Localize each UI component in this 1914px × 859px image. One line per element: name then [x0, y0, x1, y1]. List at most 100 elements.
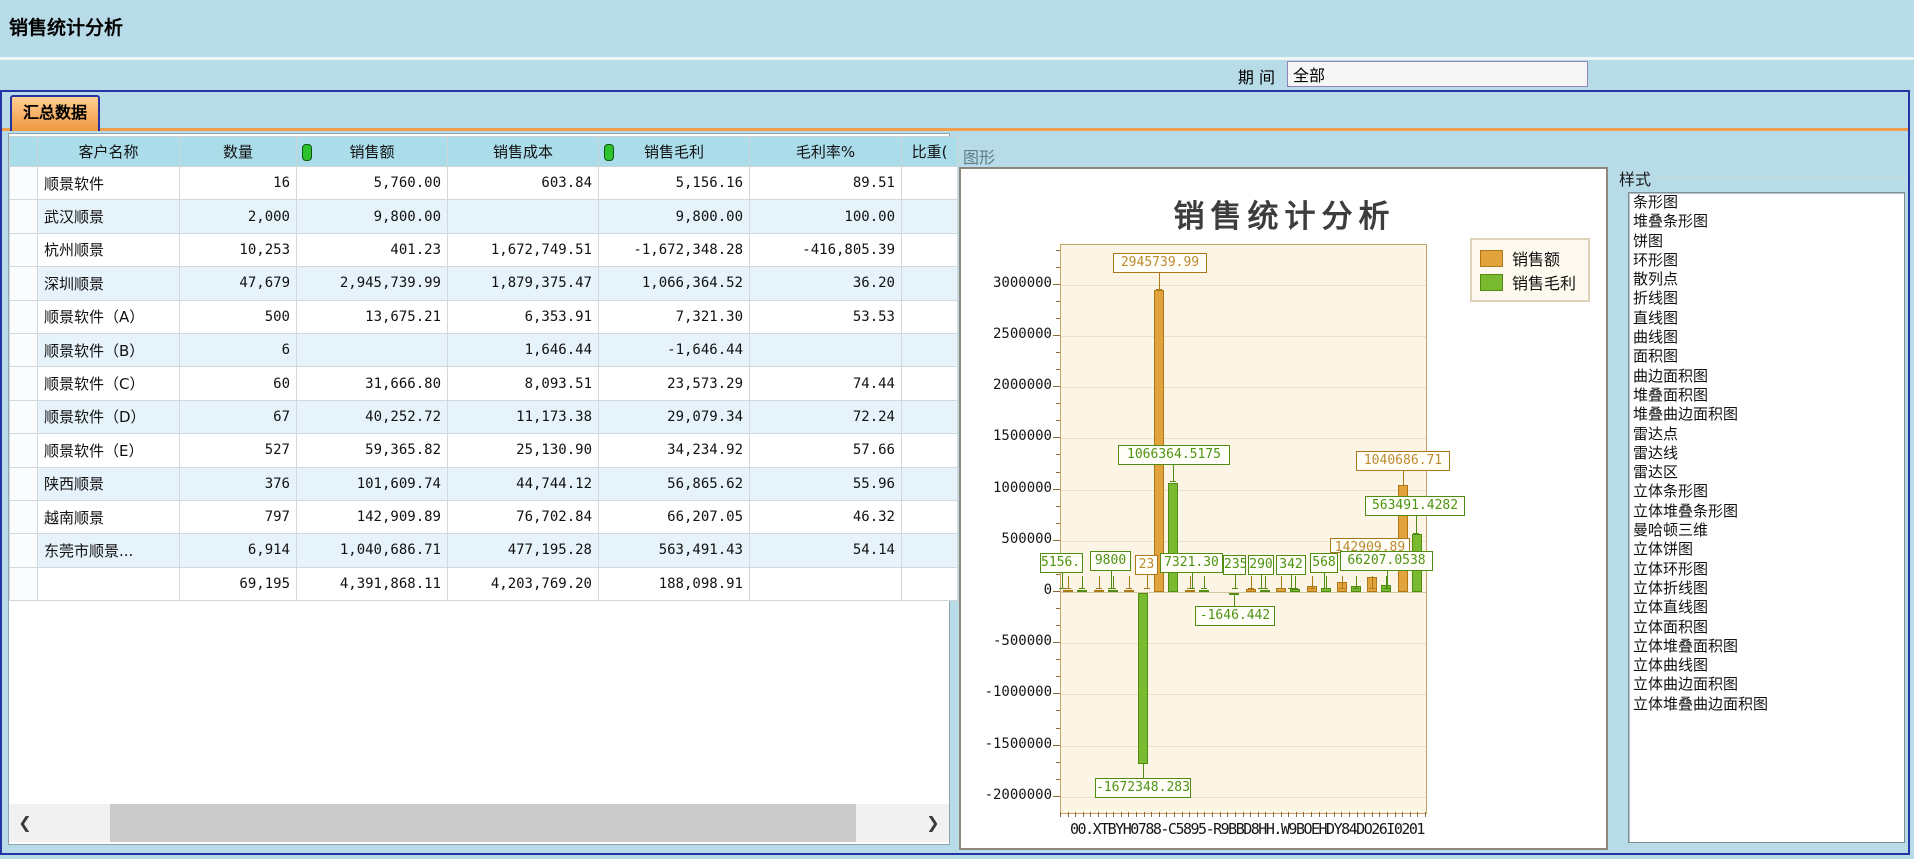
- style-option[interactable]: 面积图: [1633, 347, 1679, 366]
- style-option[interactable]: 立体条形图: [1633, 482, 1709, 501]
- grid-cell: 武汉顺景: [37, 199, 180, 234]
- grid-cell: 5,156.16: [598, 165, 750, 201]
- style-option[interactable]: 立体直线图: [1633, 598, 1709, 617]
- style-option[interactable]: 雷达区: [1633, 463, 1679, 482]
- table-row[interactable]: 顺景软件 16 5,760.00 603.84 5,156.16 89.51: [9, 165, 958, 201]
- table-row[interactable]: 顺景软件（E） 527 59,365.82 25,130.90 34,234.92 57.…: [9, 433, 958, 468]
- style-option[interactable]: 条形图: [1633, 193, 1679, 211]
- x-axis-tick: [1196, 812, 1198, 817]
- y-axis-major-tick: [1053, 386, 1060, 388]
- grid-body: 顺景软件 16 5,760.00 603.84 5,156.16 89.51 武汉顺景 2,0…: [9, 165, 958, 602]
- style-option[interactable]: 立体曲边面积图: [1633, 675, 1739, 694]
- bar-sales: [1184, 590, 1195, 592]
- label-connector-cap: [1258, 588, 1264, 589]
- grid-cell: 563,491.43: [598, 533, 750, 568]
- row-header-cell: [9, 165, 38, 201]
- titlebar-separator: [0, 57, 1914, 60]
- column-header[interactable]: 毛利率%: [749, 136, 902, 167]
- style-option[interactable]: 雷达点: [1633, 424, 1679, 443]
- row-header-cell: [9, 466, 38, 501]
- column-header[interactable]: 销售毛利: [598, 136, 750, 167]
- x-axis-tick: [1250, 812, 1252, 817]
- gridline: [1061, 643, 1426, 645]
- scrollbar-thumb[interactable]: [110, 804, 856, 842]
- legend-swatch-sales: [1480, 249, 1503, 267]
- column-header[interactable]: 数量: [179, 136, 297, 167]
- x-axis-tick: [1189, 812, 1191, 817]
- x-axis-tick: [1227, 812, 1229, 817]
- style-option[interactable]: 堆叠曲边面积图: [1633, 405, 1739, 424]
- y-axis-major-tick: [1053, 488, 1060, 490]
- x-axis-tick: [1402, 812, 1404, 817]
- label-connector-cap: [1170, 481, 1176, 482]
- period-input[interactable]: [1287, 61, 1588, 87]
- style-option[interactable]: 堆叠条形图: [1633, 212, 1709, 231]
- label-connector-cap: [1288, 588, 1294, 589]
- style-option[interactable]: 立体堆叠面积图: [1633, 636, 1739, 655]
- style-option[interactable]: 曲线图: [1633, 328, 1679, 347]
- data-label: 563491.4282: [1365, 496, 1465, 516]
- y-axis-major-tick: [1053, 591, 1060, 592]
- scroll-left-icon[interactable]: ❮: [18, 813, 32, 832]
- table-row[interactable]: 顺景软件（A） 500 13,675.21 6,353.91 7,321.30 53.53: [9, 299, 958, 334]
- table-row[interactable]: 东莞市顺景... 6,914 1,040,686.71 477,195.28 563,4…: [9, 533, 958, 568]
- style-option[interactable]: 立体折线图: [1633, 578, 1709, 597]
- scroll-right-icon[interactable]: ❯: [926, 813, 940, 832]
- table-row[interactable]: 陕西顺景 376 101,609.74 44,744.12 56,865.62 55.96: [9, 466, 958, 501]
- style-option[interactable]: 立体环形图: [1633, 559, 1709, 578]
- tab-summary-data[interactable]: 汇总数据: [10, 95, 100, 131]
- column-header[interactable]: 客户名称: [37, 136, 180, 167]
- table-row[interactable]: 越南顺景 797 142,909.89 76,702.84 66,207.05 46.32: [9, 499, 958, 535]
- y-axis-minor-tick: [1056, 778, 1060, 780]
- x-axis-tick: [1364, 812, 1366, 817]
- label-connector: [1386, 570, 1388, 589]
- style-option[interactable]: 立体堆叠曲边面积图: [1633, 694, 1769, 713]
- style-option[interactable]: 折线图: [1633, 289, 1679, 308]
- table-row[interactable]: 深圳顺景 47,679 2,945,739.99 1,879,375.47 1,066,…: [9, 266, 958, 301]
- grid-cell: 142,909.89: [296, 499, 448, 535]
- grid-cell: 越南顺景: [37, 499, 180, 535]
- style-option[interactable]: 立体堆叠条形图: [1633, 501, 1739, 520]
- style-option[interactable]: 曲边面积图: [1633, 366, 1709, 385]
- label-connector-cap: [1143, 588, 1150, 589]
- x-axis-tick: [1113, 812, 1115, 817]
- table-row[interactable]: 顺景软件（C） 60 31,666.80 8,093.51 23,573.29 74.44: [9, 366, 958, 401]
- x-axis-tick: [1257, 812, 1259, 817]
- grid-cell: [901, 266, 958, 301]
- style-option[interactable]: 曼哈顿三维: [1633, 521, 1709, 540]
- column-header[interactable]: [9, 136, 38, 167]
- horizontal-scrollbar[interactable]: ❮ ❯: [9, 804, 949, 842]
- style-option[interactable]: 雷达线: [1633, 443, 1679, 462]
- label-connector: [1325, 576, 1327, 589]
- grid-cell: 40,252.72: [296, 399, 448, 435]
- x-axis-tick: [1090, 812, 1092, 817]
- column-header[interactable]: 销售成本: [447, 136, 599, 167]
- x-axis-tick: [1379, 812, 1381, 817]
- label-connector: [1061, 572, 1063, 589]
- column-header[interactable]: 销售额: [296, 136, 448, 167]
- table-row[interactable]: 顺景软件（D） 67 40,252.72 11,173.38 29,079.34 72.2…: [9, 399, 958, 435]
- y-axis-minor-tick: [1056, 625, 1060, 627]
- data-label: 9800: [1090, 551, 1131, 571]
- style-option[interactable]: 散列点: [1633, 270, 1679, 289]
- style-option[interactable]: 直线图: [1633, 308, 1679, 327]
- table-row[interactable]: 武汉顺景 2,000 9,800.00 9,800.00 100.00: [9, 199, 958, 234]
- column-header[interactable]: 比重(: [901, 136, 958, 167]
- table-row[interactable]: 杭州顺景 10,253 401.23 1,672,749.51 -1,672,348.2…: [9, 232, 958, 268]
- grid-total-row[interactable]: 69,195 4,391,868.11 4,203,769.20 188,098.91: [9, 566, 958, 602]
- table-row[interactable]: 顺景软件（B） 6 1,646.44 -1,646.44: [9, 332, 958, 368]
- column-header-label: 销售额: [349, 143, 395, 161]
- tab-label: 汇总数据: [22, 103, 87, 122]
- grid-cell: [901, 366, 958, 401]
- style-option[interactable]: 饼图: [1633, 231, 1664, 250]
- style-listbox[interactable]: 条形图 堆叠条形图 饼图 环形图 散列点 折线图 直线图 曲线图 面积图 曲边面积图 堆叠面积图 堆叠…: [1628, 192, 1905, 843]
- style-option[interactable]: 立体面积图: [1633, 617, 1709, 636]
- style-option[interactable]: 立体饼图: [1633, 540, 1694, 559]
- style-option[interactable]: 环形图: [1633, 250, 1679, 269]
- y-axis-minor-tick: [1056, 573, 1060, 575]
- style-option[interactable]: 堆叠面积图: [1633, 385, 1709, 404]
- grid-cell: 1,066,364.52: [598, 266, 750, 301]
- gridline: [1061, 387, 1426, 389]
- grid-cell: 23,573.29: [598, 366, 750, 401]
- style-option[interactable]: 立体曲线图: [1633, 656, 1709, 675]
